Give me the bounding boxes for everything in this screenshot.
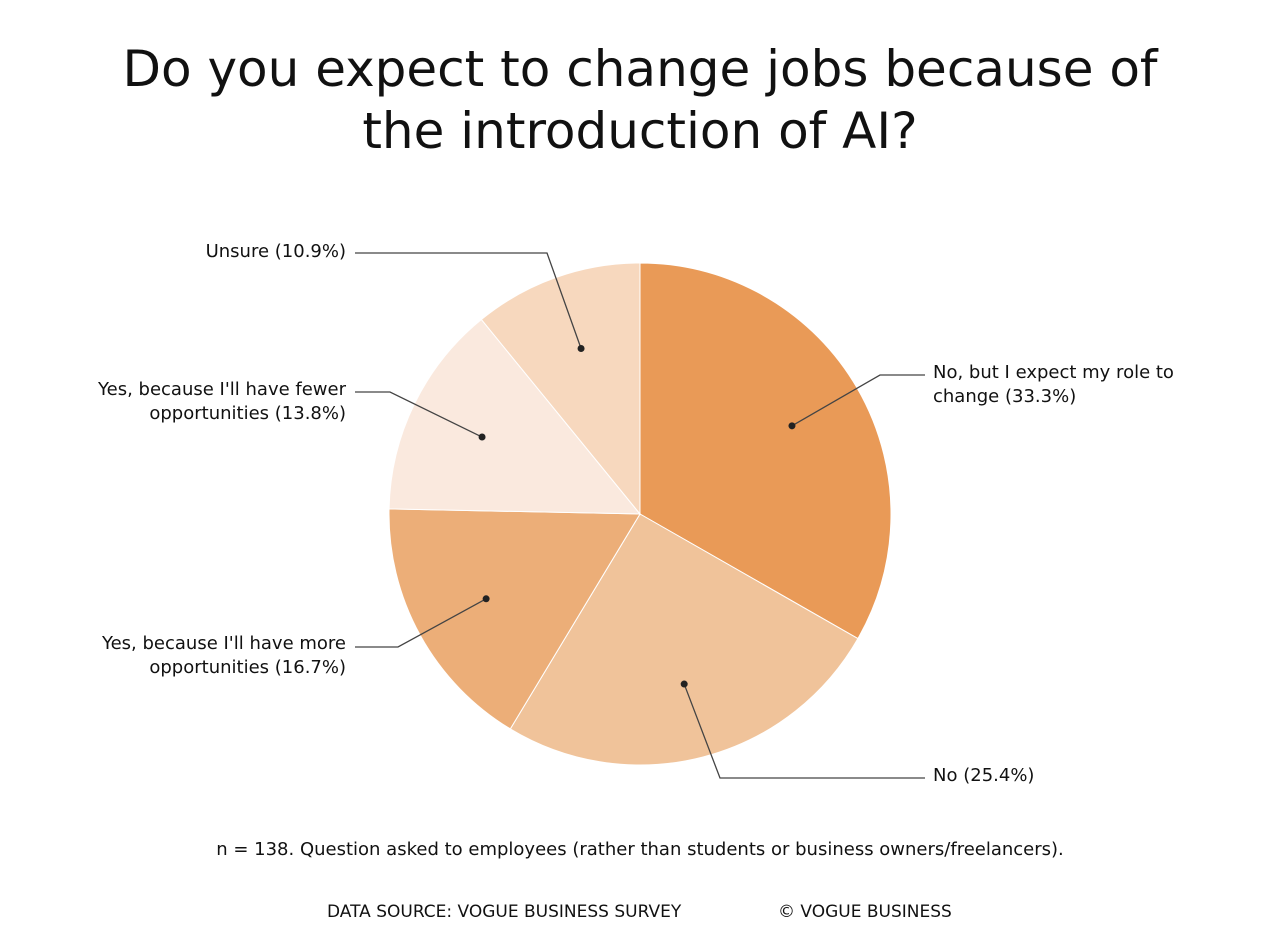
category-label: No [933, 765, 958, 786]
category-label: Yes, because I'll have more opportunitie… [101, 633, 346, 678]
value-label: (33.3%) [1004, 386, 1077, 407]
chart-title: Do you expect to change jobs because of … [122, 40, 1158, 160]
slice-label: Yes, because I'll have more opportunitie… [46, 632, 346, 680]
credit: © VOGUE BUSINESS [778, 902, 952, 922]
leader-line [355, 598, 487, 648]
slice-label: Yes, because I'll have fewer opportuniti… [46, 378, 346, 426]
leader-line [683, 683, 925, 779]
slice-label: Unsure (10.9%) [46, 240, 346, 264]
footnote: n = 138. Question asked to employees (ra… [216, 839, 1064, 860]
leader-line [355, 252, 582, 349]
category-label: Yes, because I'll have fewer opportuniti… [98, 379, 346, 424]
value-label: (13.8%) [274, 403, 346, 424]
slice-label: No, but I expect my role to change (33.3… [933, 361, 1213, 409]
leader-line [355, 391, 483, 438]
leader-dot [482, 595, 490, 603]
pie-slice [509, 513, 859, 766]
value-label: (25.4%) [963, 765, 1035, 786]
value-label: (10.9%) [274, 241, 346, 262]
slice-label: No (25.4%) [933, 764, 1213, 788]
leader-dot [478, 433, 486, 441]
leader-line [791, 374, 925, 427]
value-label: (16.7%) [274, 657, 346, 678]
category-label: No, but I expect my role to change [933, 362, 1174, 407]
source: DATA SOURCE: VOGUE BUSINESS SURVEY [327, 902, 682, 922]
leader-dot [788, 422, 796, 430]
category-label: Unsure [205, 241, 270, 262]
leader-dot [680, 680, 688, 688]
leader-dot [577, 344, 585, 352]
